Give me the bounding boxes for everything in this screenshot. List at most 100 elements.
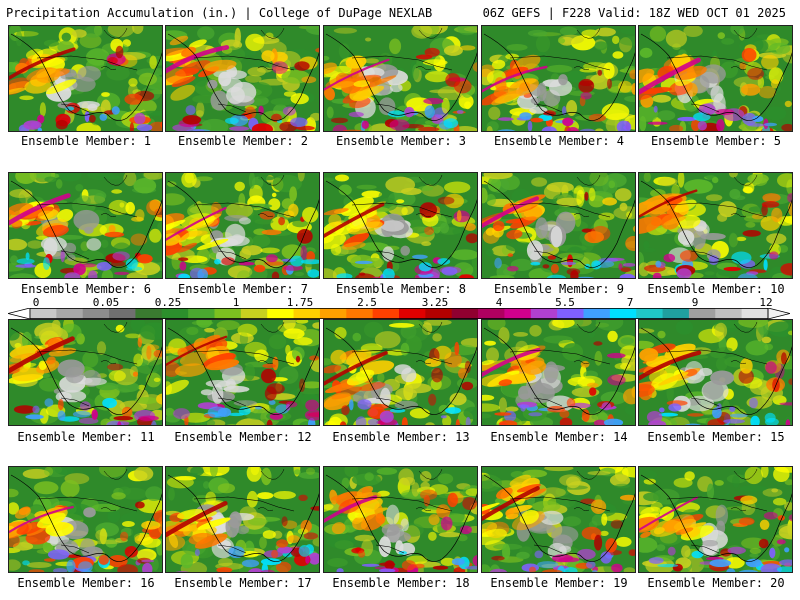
precip-blob [464,101,472,110]
precip-blob [19,95,34,101]
precip-blob [244,363,255,381]
precip-blob [766,233,787,245]
ensemble-map-panel [638,319,793,426]
precip-blob [101,92,110,97]
dry-area [395,540,404,555]
precip-blob [190,467,204,476]
precip-blob [618,80,633,93]
precip-blob [715,108,734,116]
ensemble-member-label: Ensemble Member: 17 [174,576,312,590]
precip-blob [175,476,196,481]
precip-blob [292,346,305,361]
national-border [193,202,295,218]
ensemble-member-label: Ensemble Member: 18 [332,576,470,590]
precip-blob [324,358,332,366]
dry-area [394,400,418,410]
precip-blob [180,553,194,569]
precip-blob [326,106,334,119]
precip-blob [546,274,567,278]
precip-blob [768,42,791,55]
precip-blob [324,55,330,61]
precip-blob [440,516,453,531]
precip-blob [178,273,190,278]
colorbar-tick-label: 5.5 [555,296,575,309]
precip-blob [546,64,573,73]
precip-blob [529,325,542,337]
national-border [509,349,611,365]
precip-blob [354,260,373,265]
precip-blob [244,106,257,120]
ensemble-member-label: Ensemble Member: 9 [493,282,625,296]
precip-blob [203,327,215,333]
precip-blob [60,250,65,263]
precip-blob [296,229,313,244]
precip-blob [65,106,75,111]
precip-blob [194,549,200,557]
precip-blob [289,389,303,402]
heavy-precip-band [324,202,385,238]
precip-blob [741,83,761,96]
great-lakes-outline [415,507,432,512]
precip-blob [759,519,770,530]
precip-blob [727,546,746,555]
dry-area [76,101,100,109]
precip-blob [357,399,372,410]
precip-blob [505,507,519,520]
precip-map [639,320,792,425]
ensemble-map-panel [323,466,478,573]
precip-blob [293,337,313,346]
precip-blob [400,342,410,356]
coastline [640,474,792,562]
precip-blob [33,481,59,495]
precip-blob [89,114,96,123]
coastline [10,474,162,562]
precip-blob [653,527,665,535]
precip-blob [96,341,107,355]
hudson-bay-outline [576,174,601,186]
precip-blob [272,174,302,193]
dry-area [210,90,229,111]
precip-blob [591,412,612,421]
hudson-bay-outline [576,468,601,480]
precip-blob [579,68,598,73]
precip-blob [760,563,782,572]
precip-blob [135,209,145,222]
precip-blob [697,120,707,131]
national-border [533,544,563,554]
precip-blob [739,485,768,492]
precip-blob [745,558,762,568]
precip-blob [717,32,725,39]
national-border [193,496,295,512]
precip-blob [149,228,162,243]
precip-blob [355,416,367,425]
colorbar-left-arrow [8,308,31,319]
precip-blob [141,559,155,563]
precip-blob [580,498,596,505]
precip-blob [643,492,662,502]
precip-blob [600,530,609,536]
hudson-bay-outline [260,321,285,333]
precip-blob [780,263,792,276]
precip-blob [262,530,276,539]
precip-blob [482,502,500,515]
precip-blob [377,372,385,383]
precip-map [639,26,792,131]
precip-blob [107,555,128,568]
colorbar-tick-label: 0.25 [154,296,182,309]
precip-blob [457,26,477,36]
precip-blob [615,483,631,489]
precip-blob [298,545,311,557]
heavy-precip-band [639,57,701,95]
precip-blob [745,340,769,356]
precip-blob [271,192,277,198]
precip-blob [784,547,790,553]
precip-blob [707,419,725,425]
dry-area [544,361,559,384]
precip-blob [739,62,747,70]
precip-blob [687,413,704,417]
precip-blob [465,233,477,244]
national-border [351,202,453,218]
precip-blob [506,229,523,240]
national-border [666,496,768,512]
precip-blob [443,45,463,56]
